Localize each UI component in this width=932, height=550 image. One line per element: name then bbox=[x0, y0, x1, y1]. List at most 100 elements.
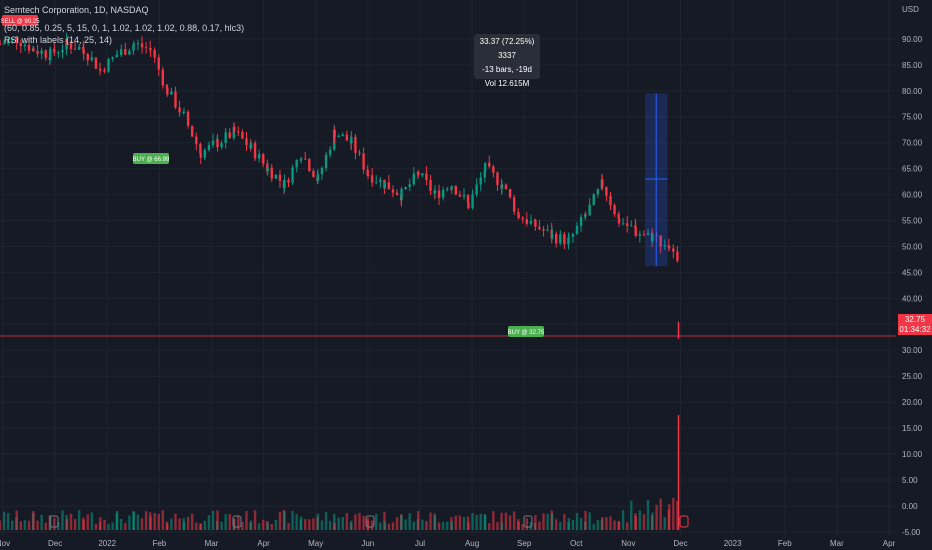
candle-body bbox=[492, 166, 495, 173]
volume-bar bbox=[73, 518, 77, 530]
volume-bar bbox=[65, 518, 69, 530]
volume-bar bbox=[115, 510, 119, 530]
candle-body bbox=[437, 190, 441, 198]
candle-body bbox=[559, 234, 562, 244]
earnings-marker-icon[interactable] bbox=[49, 515, 59, 528]
volume-bar bbox=[441, 521, 445, 530]
volume-bar bbox=[170, 518, 173, 530]
candle-body bbox=[287, 179, 290, 183]
candle-body bbox=[115, 55, 119, 57]
volume-bar bbox=[270, 523, 273, 530]
volume-bar bbox=[383, 521, 386, 530]
volume-bar bbox=[366, 520, 370, 530]
volume-bar bbox=[538, 521, 541, 530]
candle-body bbox=[554, 233, 558, 244]
volume-bar bbox=[241, 522, 244, 530]
candle-body bbox=[441, 189, 445, 198]
candle-body bbox=[663, 245, 666, 247]
candle-body bbox=[308, 159, 311, 171]
volume-bar bbox=[328, 520, 332, 530]
volume-bar bbox=[287, 523, 290, 530]
earnings-marker-icon[interactable] bbox=[365, 515, 375, 528]
volume-bar bbox=[120, 518, 123, 530]
earnings-marker-icon[interactable] bbox=[679, 515, 689, 528]
candle-body bbox=[0, 44, 2, 46]
candle-body bbox=[266, 167, 269, 172]
volume-bar bbox=[605, 517, 608, 530]
legend-indicator-params[interactable]: (60, 0.85, 0.25, 5, 15, 0, 1, 1.02, 1.02… bbox=[4, 23, 245, 33]
volume-bar bbox=[559, 521, 562, 530]
candle-body bbox=[107, 58, 110, 72]
volume-bar bbox=[471, 512, 474, 530]
volume-bar bbox=[609, 516, 612, 530]
signal-buy-label bbox=[508, 326, 544, 337]
x-tick-label: Nov bbox=[621, 539, 635, 548]
candle-body bbox=[496, 172, 499, 186]
candle-body bbox=[124, 49, 127, 55]
candle-body bbox=[630, 225, 633, 227]
volume-bar bbox=[0, 520, 2, 530]
candle-body bbox=[120, 49, 123, 56]
candle-body bbox=[370, 175, 374, 183]
volume-bar bbox=[467, 522, 470, 530]
candle-body bbox=[224, 132, 227, 143]
volume-bar bbox=[621, 510, 625, 530]
legend-symbol-title[interactable]: Semtech Corporation, 1D, NASDAQ bbox=[4, 5, 149, 15]
candle-body bbox=[621, 223, 625, 225]
candle-body bbox=[584, 214, 587, 216]
y-tick-label: 40.00 bbox=[902, 294, 923, 303]
volume-bar bbox=[655, 504, 658, 530]
candle-body bbox=[651, 234, 654, 242]
candle-body bbox=[521, 217, 524, 220]
volume-bar bbox=[462, 516, 466, 530]
volume-bar bbox=[128, 515, 131, 530]
volume-bar bbox=[304, 519, 307, 530]
candle-body bbox=[324, 154, 328, 169]
volume-bar bbox=[425, 521, 428, 530]
candle-body bbox=[391, 189, 395, 193]
x-tick-label: Mar bbox=[205, 539, 219, 548]
price-axis[interactable] bbox=[896, 0, 932, 550]
candle-body bbox=[404, 186, 407, 189]
x-tick-label: Aug bbox=[465, 539, 479, 548]
x-tick-label: Sep bbox=[517, 539, 532, 548]
earnings-marker-icon[interactable] bbox=[523, 515, 533, 528]
measure-bars: -13 bars, -19d bbox=[482, 65, 532, 74]
volume-bar bbox=[191, 513, 194, 530]
candle-body bbox=[383, 182, 386, 189]
candle-body bbox=[274, 174, 278, 179]
y-tick-label: 55.00 bbox=[902, 217, 923, 226]
volume-bar bbox=[350, 520, 353, 530]
candle-body bbox=[195, 136, 198, 144]
earnings-marker-icon[interactable] bbox=[232, 515, 242, 528]
candle-body bbox=[601, 179, 604, 187]
volume-bar bbox=[479, 513, 482, 530]
volume-bar bbox=[253, 510, 257, 530]
measure-volume: Vol 12.615M bbox=[484, 79, 530, 88]
candle-body bbox=[153, 50, 156, 58]
x-tick-label: Jul bbox=[415, 539, 425, 548]
volume-bar bbox=[663, 517, 666, 530]
candle-body bbox=[504, 184, 508, 189]
volume-bar bbox=[2, 511, 6, 530]
candle-body bbox=[400, 188, 403, 201]
candle-body bbox=[312, 170, 315, 177]
countdown-timer: 01:34:32 bbox=[899, 325, 931, 334]
volume-bar bbox=[429, 512, 432, 530]
candle-body bbox=[304, 158, 307, 160]
candle-body bbox=[517, 213, 520, 218]
volume-bar bbox=[454, 515, 458, 530]
volume-bar bbox=[224, 514, 227, 530]
candle-body bbox=[379, 179, 382, 183]
volume-bar bbox=[492, 511, 495, 530]
candle-body bbox=[170, 91, 173, 95]
candle-body bbox=[2, 43, 6, 45]
volume-bar bbox=[69, 513, 73, 530]
candle-body bbox=[253, 143, 257, 159]
volume-bar bbox=[579, 518, 583, 530]
legend-rsi-label[interactable]: RSI with labels (14, 25, 14) bbox=[4, 35, 113, 45]
volume-bar bbox=[153, 513, 156, 530]
volume-bar bbox=[90, 512, 94, 530]
